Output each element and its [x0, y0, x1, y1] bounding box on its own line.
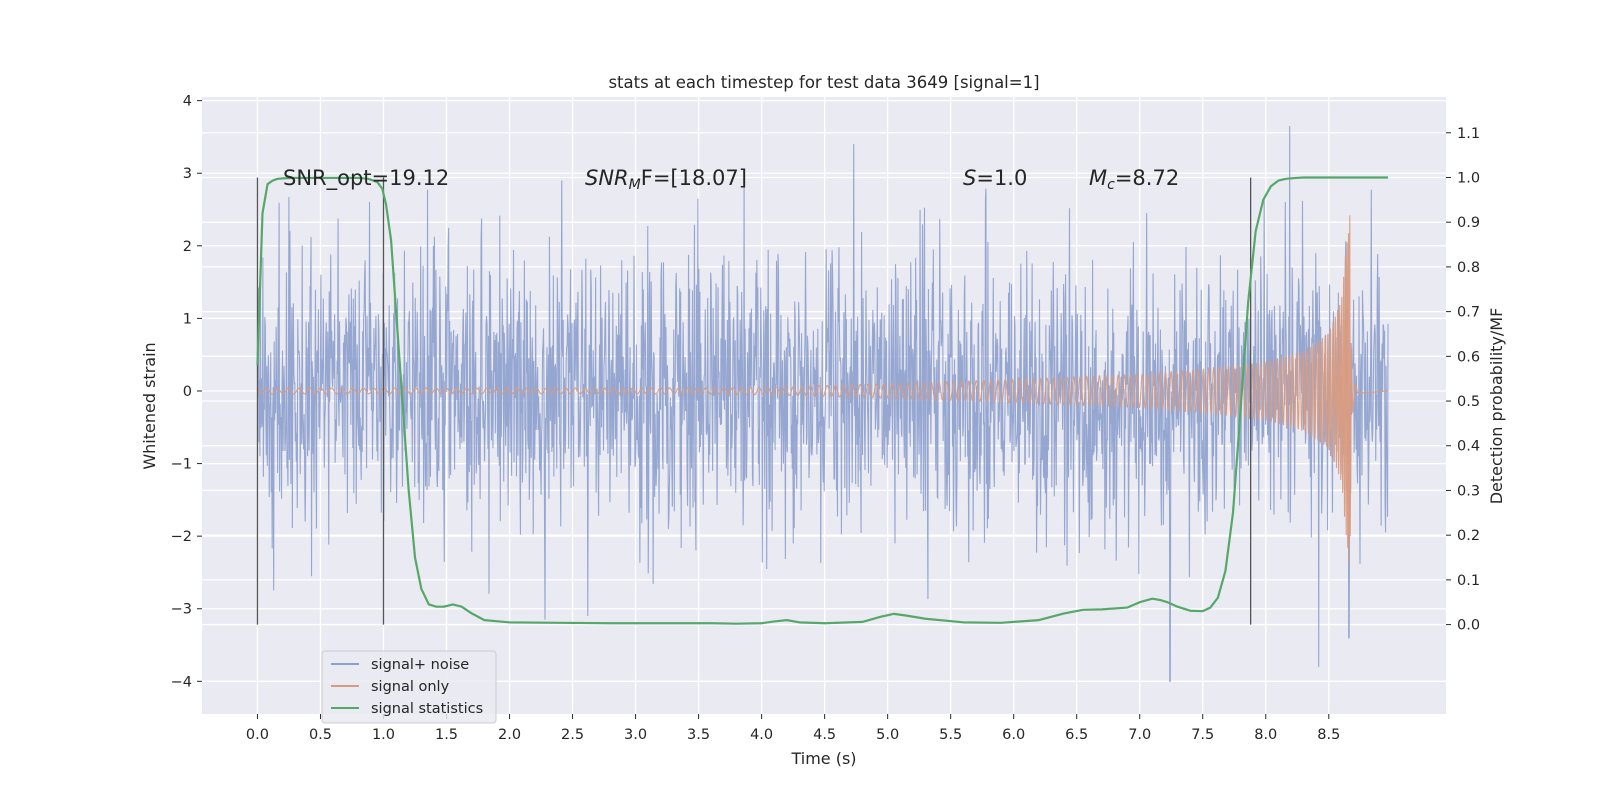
- y-right-tick-label: 0.0: [1457, 618, 1480, 634]
- y-right-tick-label: 0.9: [1457, 215, 1480, 231]
- annotation-s-label: S: [963, 166, 976, 190]
- annotation-mc: Mc=8.72: [1089, 166, 1179, 193]
- annotation-snr-mf: SNRMF=[18.07]: [585, 166, 747, 193]
- axes: 0.0 0.5 1.0 1.5 2.0 2.5 3.0 3.5 4.0 4.5 5.0 5.5 6.0 6…: [171, 94, 1480, 743]
- legend: signal+ noise signal only signal statist…: [321, 650, 497, 724]
- y-right-tick-label: 0.7: [1457, 305, 1480, 321]
- annotation-snr-mf-tail: F=[18.07]: [641, 166, 747, 190]
- x-tick-label: 8.0: [1254, 727, 1277, 743]
- signal-only-series-line: [257, 215, 1389, 563]
- y-right-tick-label: 0.3: [1457, 483, 1480, 499]
- y-left-tick-label: 0: [183, 384, 192, 400]
- y-right-tick-label: 0.8: [1457, 260, 1480, 276]
- x-axis-label: Time (s): [790, 749, 856, 768]
- y-right-tick-label: 0.1: [1457, 573, 1480, 589]
- y-right-tick-label: 0.6: [1457, 349, 1480, 365]
- annotation-snr-mf-main: SNR: [585, 166, 629, 190]
- x-tick-label: 7.5: [1191, 727, 1214, 743]
- y-axis-label-right: Detection probability/MF: [1487, 308, 1506, 505]
- data-series: [256, 126, 1389, 682]
- y-left-tick-label: −3: [171, 602, 192, 618]
- x-tick-label: 5.5: [939, 727, 962, 743]
- y-right-tick-label: 1.1: [1457, 126, 1480, 142]
- noise-series-line: [256, 126, 1389, 682]
- x-tick-label: 7.0: [1128, 727, 1151, 743]
- x-tick-label: 6.0: [1002, 727, 1025, 743]
- y-left-tick-label: 2: [183, 239, 192, 255]
- legend-label-signal: signal only: [371, 679, 450, 695]
- y-left-tick-label: −4: [171, 674, 192, 690]
- annotations: SNR_opt=19.12 SNRMF=[18.07] S=1.0 Mc=8.7…: [283, 166, 1179, 193]
- annotation-mc-sub: c: [1107, 177, 1115, 193]
- chart-title: stats at each timestep for test data 364…: [608, 73, 1039, 92]
- legend-label-stats: signal statistics: [371, 701, 483, 717]
- y-axis-label-left: Whitened strain: [140, 342, 159, 469]
- y-left-tick-label: 3: [183, 166, 192, 182]
- x-tick-label: 3.0: [624, 727, 647, 743]
- x-tick-label: 1.0: [372, 727, 395, 743]
- x-tick-label: 4.0: [750, 727, 773, 743]
- y-right-tick-label: 0.5: [1457, 394, 1480, 410]
- x-tick-label: 1.5: [435, 727, 458, 743]
- x-tick-label: 6.5: [1065, 727, 1088, 743]
- legend-label-noise: signal+ noise: [371, 657, 469, 673]
- y-left-tick-label: −2: [171, 529, 192, 545]
- annotation-snr-opt: SNR_opt=19.12: [283, 166, 449, 191]
- x-tick-label: 8.5: [1317, 727, 1340, 743]
- y-right-tick-label: 1.0: [1457, 170, 1480, 186]
- x-tick-label: 2.0: [498, 727, 521, 743]
- x-tick-label: 5.0: [876, 727, 899, 743]
- annotation-s-value: =1.0: [976, 166, 1027, 190]
- y-left-tick-label: 4: [183, 94, 192, 110]
- legend-box: [321, 650, 497, 724]
- annotation-mc-label: M: [1089, 166, 1107, 190]
- y-left-tick-label: 1: [183, 311, 192, 327]
- annotation-mc-value: =8.72: [1115, 166, 1179, 190]
- x-tick-label: 3.5: [687, 727, 710, 743]
- y-left-tick-label: −1: [171, 457, 192, 473]
- annotation-s: S=1.0: [963, 166, 1027, 190]
- x-tick-label: 4.5: [813, 727, 836, 743]
- y-right-tick-label: 0.4: [1457, 439, 1480, 455]
- y-right-tick-label: 0.2: [1457, 528, 1480, 544]
- x-tick-label: 0.5: [309, 727, 332, 743]
- x-tick-label: 2.5: [561, 727, 584, 743]
- annotation-snr-mf-sub: M: [629, 177, 641, 193]
- x-tick-label: 0.0: [246, 727, 269, 743]
- statistics-series-line: [256, 176, 1389, 625]
